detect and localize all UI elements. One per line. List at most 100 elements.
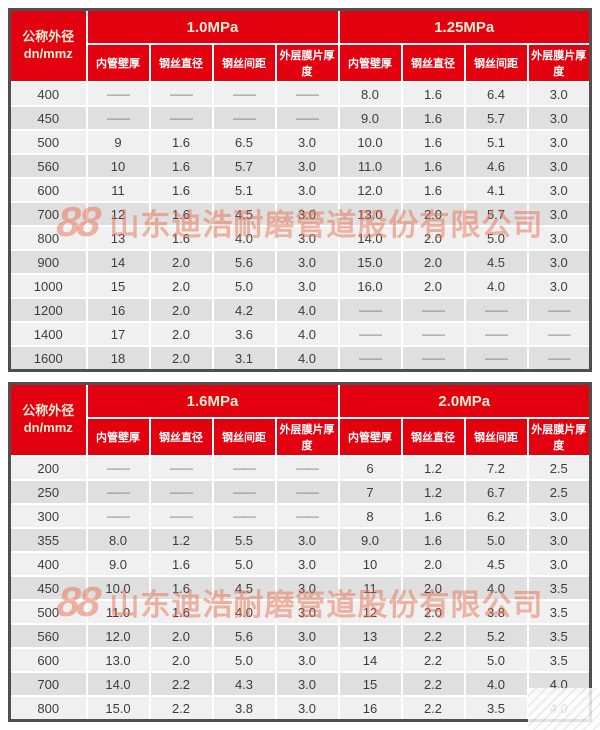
value-cell: 15.0 [85,695,151,722]
value-cell: 3.0 [274,551,340,577]
value-cell: —— [148,455,214,481]
value-cell: 4.5 [211,201,277,227]
diameter-cell: 900 [8,249,88,275]
value-cell: 3.0 [274,599,340,625]
table-row: 500 9 1.6 6.5 3.0 10.0 1.6 5.1 3.0 [8,129,592,155]
value-cell: —— [526,321,592,347]
column-header: 内管壁厚 [85,43,151,83]
diameter-cell: 1600 [8,345,88,372]
value-cell: —— [85,455,151,481]
value-cell: —— [274,479,340,505]
value-cell: —— [211,105,277,131]
value-cell: 5.6 [211,249,277,275]
diameter-cell: 600 [8,177,88,203]
value-cell: —— [400,321,466,347]
value-cell: 6.7 [463,479,529,505]
value-cell: —— [274,81,340,107]
value-cell: —— [400,297,466,323]
diameter-cell: 200 [8,455,88,481]
value-cell: 5.0 [211,273,277,299]
value-cell: 5.1 [211,177,277,203]
column-header: 钢丝间距 [211,417,277,457]
diameter-cell: 800 [8,225,88,251]
value-cell: 2.5 [526,455,592,481]
table-row: 355 8.0 1.2 5.5 3.0 9.0 1.6 5.0 3.0 [8,527,592,553]
value-cell: 13 [85,225,151,251]
value-cell: 2.5 [526,479,592,505]
value-cell: 7.2 [463,455,529,481]
value-cell: 11 [337,575,403,601]
value-cell: —— [148,105,214,131]
value-cell: 3.0 [526,527,592,553]
value-cell: —— [148,503,214,529]
diameter-cell: 560 [8,153,88,179]
value-cell: 3.0 [526,503,592,529]
diameter-cell: 500 [8,129,88,155]
value-cell: 4.0 [463,273,529,299]
value-cell: 4.0 [211,599,277,625]
value-cell: 3.0 [526,225,592,251]
spec-table-low-pressure: 公称外径 dn/mmz 1.0MPa 1.25MPa 内管壁厚 钢丝直径 钢丝间距 外层膜片厚… [8,8,592,372]
value-cell: 5.0 [463,527,529,553]
value-cell: 2.0 [400,201,466,227]
value-cell: 3.0 [274,249,340,275]
pressure-header: 1.6MPa [85,382,340,419]
value-cell: 3.0 [274,695,340,722]
value-cell: 3.0 [526,81,592,107]
table-row: 700 12 1.6 4.5 3.0 13.0 2.0 5.7 3.0 [8,201,592,227]
value-cell: 12 [85,201,151,227]
value-cell: —— [85,479,151,505]
table-row: 400 9.0 1.6 5.0 3.0 10 2.0 4.5 3.0 [8,551,592,577]
value-cell: 10.0 [85,575,151,601]
value-cell: 3.6 [211,321,277,347]
pressure-header: 1.0MPa [85,8,340,45]
value-cell: —— [85,105,151,131]
value-cell: 3.0 [274,153,340,179]
value-cell: 3.0 [526,153,592,179]
value-cell: 11 [85,177,151,203]
value-cell: 3.5 [463,695,529,722]
value-cell: 15 [337,671,403,697]
value-cell: —— [526,297,592,323]
value-cell: 1.6 [148,551,214,577]
column-header: 钢丝间距 [463,43,529,83]
value-cell: 18 [85,345,151,372]
value-cell: 3.8 [211,695,277,722]
value-cell: 2.0 [148,297,214,323]
column-header: 钢丝直径 [148,43,214,83]
value-cell: 2.0 [148,345,214,372]
value-cell: 3.5 [526,647,592,673]
column-header: 外层膜片厚度 [526,417,592,457]
value-cell: 15.0 [337,249,403,275]
value-cell: 2.0 [148,647,214,673]
table-row: 450 10.0 1.6 4.5 3.0 11 2.0 4.0 3.5 [8,575,592,601]
value-cell: 5.7 [211,153,277,179]
value-cell: 9 [85,129,151,155]
value-cell: 3.0 [274,225,340,251]
table-row: 200 —— —— —— —— 6 1.2 7.2 2.5 [8,455,592,481]
value-cell: 3.0 [274,201,340,227]
value-cell: 9.0 [85,551,151,577]
value-cell: 12.0 [337,177,403,203]
value-cell: —— [274,503,340,529]
value-cell: 1.6 [148,153,214,179]
value-cell: —— [85,81,151,107]
table-row: 600 13.0 2.0 5.0 3.0 14 2.2 5.0 3.5 [8,647,592,673]
value-cell: 4.5 [211,575,277,601]
value-cell: 3.5 [526,623,592,649]
table-row: 700 14.0 2.2 4.3 3.0 15 2.2 4.0 4.0 [8,671,592,697]
value-cell: 1.2 [400,479,466,505]
value-cell: 16 [337,695,403,722]
value-cell: 2.0 [400,599,466,625]
table-row: 500 11.0 1.6 4.0 3.0 12 2.0 3.8 3.5 [8,599,592,625]
diameter-cell: 400 [8,81,88,107]
value-cell: 1.2 [400,455,466,481]
diameter-cell: 1200 [8,297,88,323]
diameter-cell: 800 [8,695,88,722]
diameter-cell: 1000 [8,273,88,299]
value-cell: 4.2 [211,297,277,323]
value-cell: 4.1 [463,177,529,203]
value-cell: —— [274,105,340,131]
